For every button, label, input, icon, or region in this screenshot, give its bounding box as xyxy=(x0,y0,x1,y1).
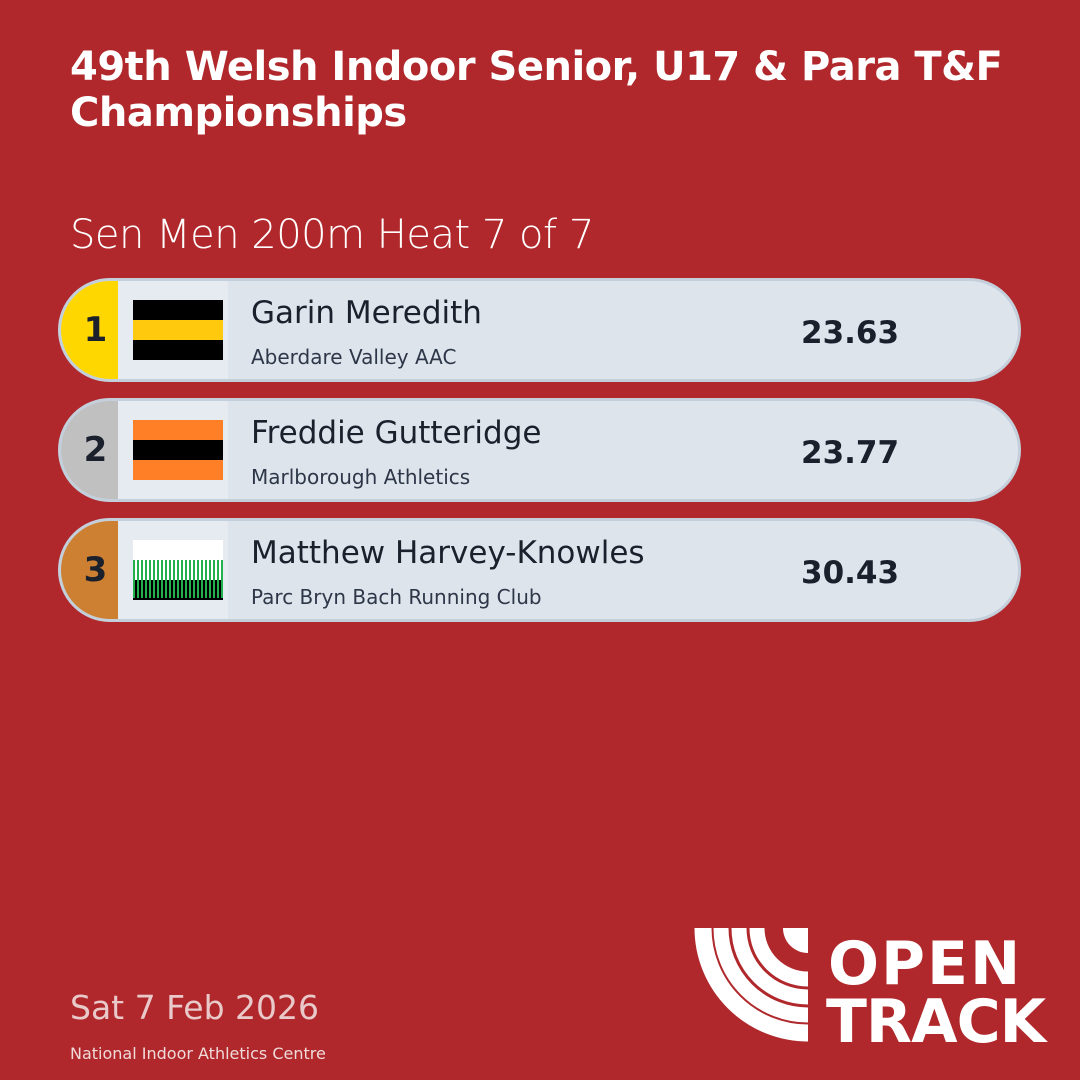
result-time: 30.43 xyxy=(801,555,900,591)
championship-title: 49th Welsh Indoor Senior, U17 & Para T&F… xyxy=(70,44,1003,136)
athlete-club: Parc Bryn Bach Running Club xyxy=(251,585,542,609)
club-flag xyxy=(133,540,223,600)
opentrack-logo: OPEN TRACK xyxy=(694,927,1050,1050)
rank-badge: 1 xyxy=(61,281,118,379)
event-date: Sat 7 Feb 2026 xyxy=(70,988,319,1027)
athlete-name: Garin Meredith xyxy=(251,295,482,331)
svg-text:OPEN: OPEN xyxy=(828,929,1022,999)
svg-text:TRACK: TRACK xyxy=(826,987,1049,1050)
club-flag xyxy=(133,300,223,360)
club-flag xyxy=(133,420,223,480)
result-row: 2 Freddie Gutteridge Marlborough Athleti… xyxy=(58,398,1021,502)
rank-badge: 2 xyxy=(61,401,118,499)
result-row: 1 Garin Meredith Aberdare Valley AAC 23.… xyxy=(58,278,1021,382)
flag-box xyxy=(118,521,228,619)
event-title: Sen Men 200m Heat 7 of 7 xyxy=(70,212,594,258)
result-time: 23.77 xyxy=(801,435,900,471)
athlete-club: Aberdare Valley AAC xyxy=(251,345,457,369)
result-row: 3 Matthew Harvey-Knowles Parc Bryn Bach … xyxy=(58,518,1021,622)
athlete-name: Freddie Gutteridge xyxy=(251,415,542,451)
venue: National Indoor Athletics Centre xyxy=(70,1044,326,1063)
athlete-club: Marlborough Athletics xyxy=(251,465,471,489)
rank-badge: 3 xyxy=(61,521,118,619)
athlete-name: Matthew Harvey-Knowles xyxy=(251,535,645,571)
flag-box xyxy=(118,401,228,499)
result-time: 23.63 xyxy=(801,315,900,351)
flag-box xyxy=(118,281,228,379)
